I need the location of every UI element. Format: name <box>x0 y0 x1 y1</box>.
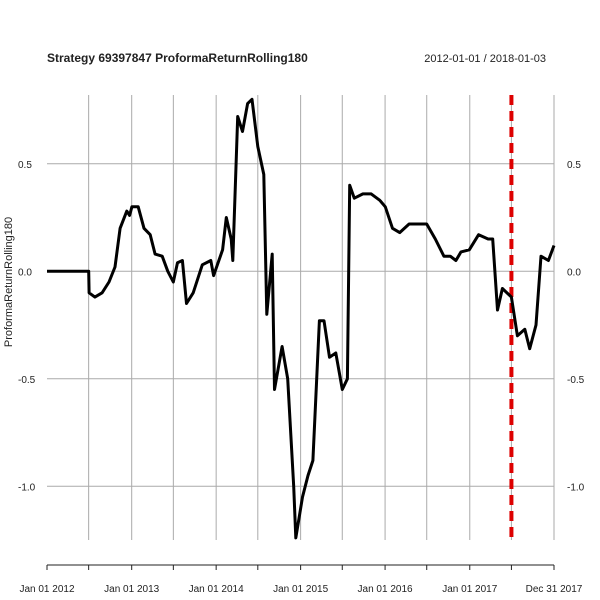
x-tick-label: Jan 01 2017 <box>442 584 497 595</box>
chart-title: Strategy 69397847 ProformaReturnRolling1… <box>47 51 308 65</box>
chart-date-range: 2012-01-01 / 2018-01-03 <box>424 53 546 65</box>
grid <box>47 95 555 540</box>
y-tick-label-left: -1.0 <box>18 482 36 493</box>
x-tick-label: Jan 01 2012 <box>19 584 74 595</box>
y-tick-label-right: 0.0 <box>567 267 581 278</box>
y-tick-label-left: -0.5 <box>18 375 36 386</box>
y-tick-label-right: 0.5 <box>567 160 581 171</box>
y-axis-label: ProformaReturnRolling180 <box>3 217 15 347</box>
y-tick-label-left: 0.0 <box>18 267 32 278</box>
axes: -1.0 -1.0 -0.5 -0.5 0.0 0.0 0.5 0.5 Jan 01 2012 J… <box>18 160 585 595</box>
y-tick-label-right: -1.0 <box>567 482 585 493</box>
series-line <box>47 97 556 540</box>
x-tick-label: Dec 31 2017 <box>526 584 583 595</box>
x-tick-label: Jan 01 2013 <box>104 584 159 595</box>
x-tick-label: Jan 01 2015 <box>273 584 328 595</box>
series-layer <box>47 97 556 540</box>
y-tick-label-left: 0.5 <box>18 160 32 171</box>
x-tick-label: Jan 01 2014 <box>189 584 244 595</box>
y-tick-label-right: -0.5 <box>567 375 585 386</box>
x-tick-label: Jan 01 2016 <box>358 584 413 595</box>
